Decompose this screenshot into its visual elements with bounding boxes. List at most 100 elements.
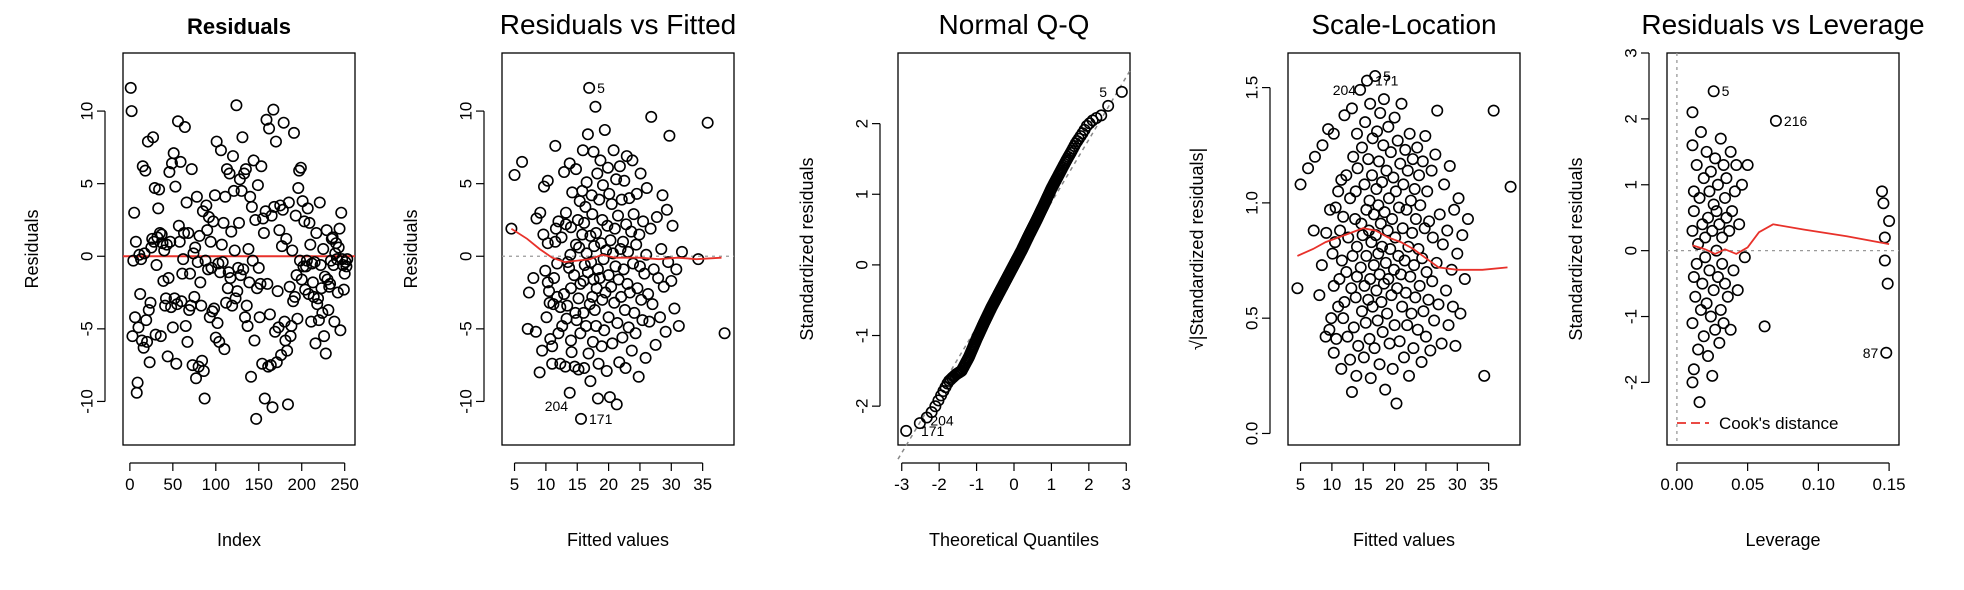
data-point [1456, 229, 1469, 242]
data-point [1724, 145, 1737, 158]
data-point [239, 311, 252, 324]
x-tick-label: 35 [1479, 475, 1498, 494]
data-point [139, 164, 152, 177]
data-point [233, 216, 246, 229]
data-point [289, 209, 302, 222]
data-point [283, 280, 296, 293]
data-point [298, 215, 311, 228]
data-point [1703, 264, 1716, 277]
data-point [1313, 289, 1326, 302]
data-point [253, 311, 266, 324]
data-point [280, 232, 293, 245]
data-point [1388, 319, 1401, 332]
data-point [1716, 257, 1729, 270]
y-tick-label: 5 [78, 179, 97, 188]
x-tick-label: 20 [599, 475, 618, 494]
data-point [149, 328, 162, 341]
data-point [1692, 343, 1705, 356]
data-point [194, 276, 207, 289]
data-point [533, 366, 546, 379]
data-point [261, 277, 274, 290]
data-point [1364, 372, 1377, 385]
data-point [925, 406, 938, 419]
data-point [635, 293, 648, 306]
data-point [126, 330, 139, 343]
data-point [331, 286, 344, 299]
data-point [1690, 257, 1703, 270]
data-point [247, 154, 260, 167]
data-point [548, 272, 561, 285]
data-point [1327, 346, 1340, 359]
data-point [555, 231, 568, 244]
y-tick-label: 1.5 [1243, 76, 1262, 100]
data-point [200, 199, 213, 212]
data-point [1323, 323, 1336, 336]
data-point [549, 139, 562, 152]
data-point [1401, 319, 1414, 332]
data-point [252, 261, 265, 274]
data-point [158, 244, 171, 257]
data-point [654, 311, 667, 324]
data-point [1720, 211, 1733, 224]
data-point [324, 277, 337, 290]
data-point [1876, 185, 1889, 198]
data-point [328, 315, 341, 328]
data-point [629, 327, 642, 340]
data-point [306, 276, 319, 289]
data-point [1704, 310, 1717, 323]
data-point [1342, 231, 1355, 244]
data-point [1384, 146, 1397, 159]
data-point [153, 183, 166, 196]
data-point [181, 335, 194, 348]
data-point [1354, 261, 1367, 274]
data-point [583, 81, 596, 94]
data-point [250, 412, 263, 425]
data-point [326, 231, 339, 244]
data-point [244, 190, 257, 203]
y-tick-label: 1 [1622, 180, 1641, 189]
data-point [249, 213, 262, 226]
y-tick-label: -2 [853, 399, 872, 414]
data-point [211, 317, 224, 330]
data-point [1307, 224, 1320, 237]
data-point [588, 303, 601, 316]
x-tick-label: 0.05 [1731, 475, 1764, 494]
data-point [541, 237, 554, 250]
data-point [251, 179, 264, 192]
data-point [1719, 191, 1732, 204]
data-point [314, 258, 327, 271]
smooth-line [510, 227, 722, 264]
data-point [167, 147, 180, 160]
y-tick-label: 1 [853, 190, 872, 199]
data-point [610, 173, 623, 186]
data-point [1372, 199, 1385, 212]
data-point [179, 319, 192, 332]
data-point [564, 334, 577, 347]
x-tick-label: 15 [1354, 475, 1373, 494]
data-point [606, 337, 619, 350]
data-point [1703, 185, 1716, 198]
data-point [1370, 284, 1383, 297]
data-point [1433, 208, 1446, 221]
data-point [1438, 178, 1451, 191]
data-point [1362, 153, 1375, 166]
data-point [516, 155, 529, 168]
data-point [602, 311, 615, 324]
data-point [129, 311, 142, 324]
data-point [590, 227, 603, 240]
data-point [245, 200, 258, 213]
data-point [310, 227, 323, 240]
data-point [1398, 351, 1411, 364]
data-point [1686, 139, 1699, 152]
data-point [569, 163, 582, 176]
x-tick-label: 10 [1322, 475, 1341, 494]
data-point [1338, 109, 1351, 122]
data-point [1364, 272, 1377, 285]
data-point [1443, 159, 1456, 172]
data-point [1454, 307, 1467, 320]
data-point [1713, 336, 1726, 349]
data-point [649, 338, 662, 351]
data-point [1394, 157, 1407, 170]
data-point [1702, 211, 1715, 224]
